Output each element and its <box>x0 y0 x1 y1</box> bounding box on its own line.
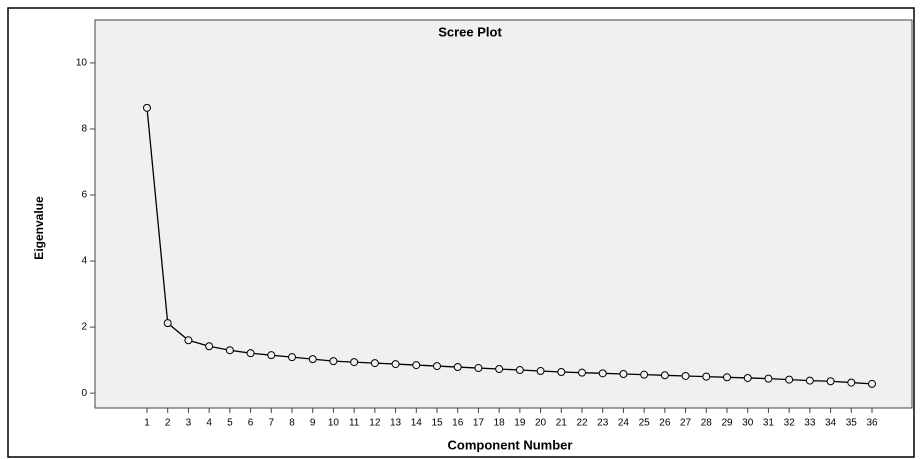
x-tick-label: 32 <box>784 418 796 429</box>
point <box>433 362 441 371</box>
point <box>329 357 338 366</box>
point <box>536 367 545 376</box>
x-axis-label: Component Number <box>448 437 573 452</box>
x-tick-label: 24 <box>618 418 630 429</box>
point <box>785 375 794 384</box>
x-tick-label: 27 <box>680 418 692 429</box>
x-tick-label: 16 <box>452 418 464 429</box>
chart-title: Scree Plot <box>438 24 502 39</box>
x-tick-label: 33 <box>804 418 816 429</box>
point <box>184 336 193 345</box>
point <box>495 365 504 374</box>
x-tick-label: 25 <box>639 418 651 429</box>
point <box>515 366 524 375</box>
x-tick-label: 26 <box>659 418 671 429</box>
x-tick-label: 23 <box>597 418 609 429</box>
x-tick-label: 28 <box>701 418 713 429</box>
x-tick-label: 2 <box>165 418 171 429</box>
point <box>453 363 462 372</box>
x-tick-label: 11 <box>349 418 360 429</box>
x-tick-label: 8 <box>289 418 295 429</box>
point <box>847 378 856 387</box>
x-tick-label: 14 <box>411 418 423 429</box>
x-tick-label: 6 <box>248 418 254 429</box>
point <box>557 368 566 377</box>
x-tick-label: 35 <box>846 418 858 429</box>
point <box>805 376 814 385</box>
x-tick-label: 17 <box>473 418 485 429</box>
point <box>578 368 586 377</box>
y-tick-label: 10 <box>76 58 88 69</box>
x-tick-label: 10 <box>328 418 340 429</box>
y-tick-label: 0 <box>81 388 87 399</box>
point <box>370 359 379 368</box>
x-tick-label: 21 <box>556 418 568 429</box>
y-tick-label: 6 <box>81 190 87 201</box>
point <box>350 358 359 367</box>
point <box>288 353 296 362</box>
y-tick-label: 4 <box>81 256 87 267</box>
x-tick-label: 12 <box>369 418 381 429</box>
point <box>205 342 214 351</box>
point <box>868 379 876 388</box>
x-tick-label: 13 <box>390 418 402 429</box>
point <box>640 370 649 379</box>
y-axis-label: Eigenvalue <box>32 196 46 260</box>
point <box>308 355 317 364</box>
x-tick-label: 7 <box>269 418 275 429</box>
y-tick-label: 2 <box>81 322 87 333</box>
point <box>267 351 276 360</box>
point <box>391 360 400 369</box>
x-tick-label: 4 <box>206 418 212 429</box>
point <box>598 369 607 378</box>
x-tick-label: 36 <box>866 418 878 429</box>
point <box>702 372 711 381</box>
point <box>619 369 628 378</box>
point <box>143 103 151 112</box>
x-tick-label: 18 <box>494 418 506 429</box>
x-tick-label: 1 <box>144 418 150 429</box>
x-tick-label: 15 <box>431 418 443 429</box>
x-tick-label: 31 <box>763 418 775 429</box>
x-tick-label: 3 <box>186 418 192 429</box>
point <box>412 361 421 370</box>
point <box>225 346 234 355</box>
x-tick-label: 19 <box>514 418 526 429</box>
x-tick-label: 34 <box>825 418 837 429</box>
point <box>660 371 669 380</box>
y-tick-label: 8 <box>81 124 87 135</box>
point <box>163 319 172 328</box>
point <box>743 373 752 382</box>
x-tick-label: 22 <box>576 418 588 429</box>
x-tick-label: 20 <box>535 418 547 429</box>
point <box>764 374 773 383</box>
x-tick-label: 9 <box>310 418 316 429</box>
x-tick-label: 29 <box>721 418 733 429</box>
point <box>474 364 483 373</box>
point <box>246 349 255 358</box>
point <box>723 373 731 382</box>
point <box>681 371 690 380</box>
point <box>826 377 835 386</box>
x-tick-label: 5 <box>227 418 233 429</box>
x-tick-label: 30 <box>742 418 754 429</box>
plot-area <box>94 19 913 409</box>
